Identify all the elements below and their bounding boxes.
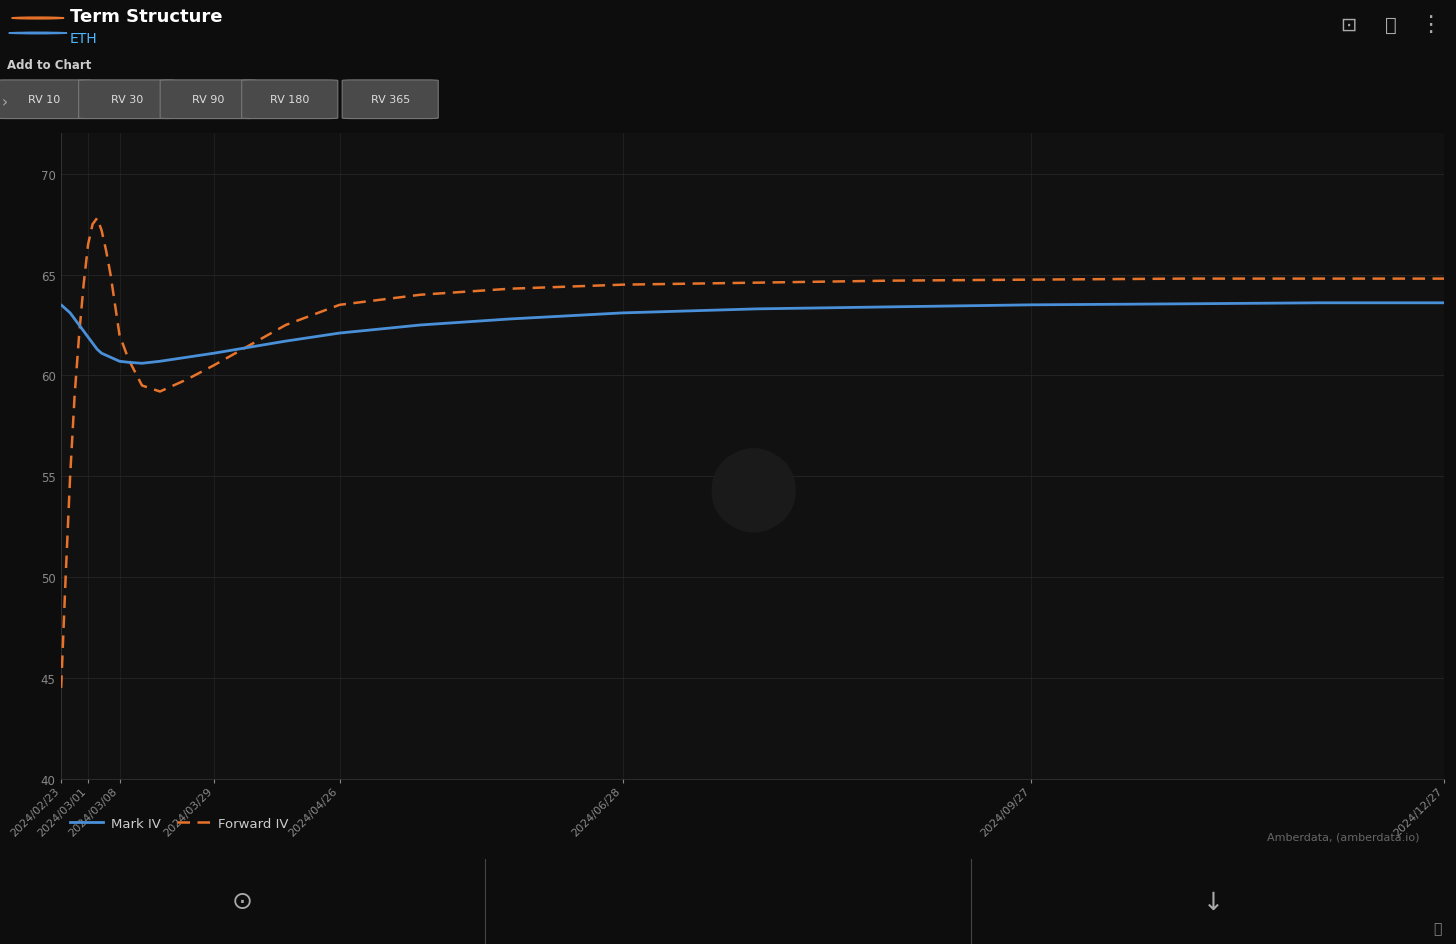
Text: Amberdata, (amberdata.io): Amberdata, (amberdata.io) [1267,832,1420,841]
Text: ⊡: ⊡ [1340,15,1357,35]
Text: Term Structure: Term Structure [70,8,223,26]
Text: RV 90: RV 90 [192,95,224,105]
Text: ⊙: ⊙ [232,889,253,914]
FancyBboxPatch shape [79,81,175,120]
FancyBboxPatch shape [342,81,438,120]
Circle shape [12,18,64,20]
Legend: Mark IV, Forward IV: Mark IV, Forward IV [66,812,294,835]
Circle shape [32,33,67,35]
Text: ⬤: ⬤ [706,447,799,531]
FancyBboxPatch shape [0,81,92,120]
Text: ETH: ETH [70,32,98,46]
Text: ⋮: ⋮ [1418,15,1441,35]
FancyBboxPatch shape [160,81,256,120]
Text: ⓘ: ⓘ [1385,15,1396,35]
Text: RV 10: RV 10 [28,95,60,105]
Text: ↓: ↓ [1203,889,1224,914]
Text: RV 180: RV 180 [269,95,310,105]
Text: RV 30: RV 30 [111,95,143,105]
Circle shape [20,33,55,35]
Text: ›: › [1,95,7,110]
FancyBboxPatch shape [242,81,338,120]
Text: ⤢: ⤢ [1433,921,1441,936]
Text: Add to Chart: Add to Chart [7,59,92,72]
Circle shape [9,33,44,35]
Text: RV 365: RV 365 [371,95,409,105]
